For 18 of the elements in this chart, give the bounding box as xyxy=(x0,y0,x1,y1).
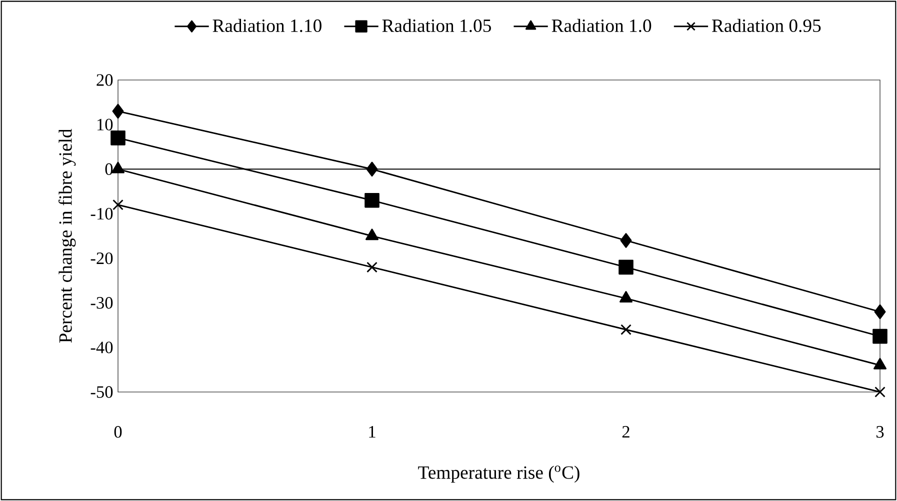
legend-label: Radiation 0.95 xyxy=(712,18,821,32)
x-tick-label: 2 xyxy=(622,426,630,438)
y-tick-label: -10 xyxy=(90,208,113,220)
y-tick-label: 20 xyxy=(96,74,113,86)
y-tick-label: 10 xyxy=(97,118,113,130)
x-tick-label: 3 xyxy=(876,426,884,438)
y-axis-title: Percent change in fibre yield xyxy=(58,128,76,343)
legend-label: Radiation 1.05 xyxy=(382,18,491,32)
x-axis-title: Temperature rise ($^{o}$C) xyxy=(418,466,580,483)
y-tick-label: -30 xyxy=(90,297,113,309)
y-tick-label: 0 xyxy=(105,163,113,175)
x-tick-label: 1 xyxy=(369,426,376,438)
legend-label: Radiation 1.10 xyxy=(212,18,322,32)
legend-label: Radiation 1.0 xyxy=(552,18,652,32)
y-tick-label: -20 xyxy=(90,252,113,264)
y-tick-label: -50 xyxy=(90,386,113,398)
y-tick-label: -40 xyxy=(90,342,113,354)
x-tick-label: 0 xyxy=(114,426,122,438)
